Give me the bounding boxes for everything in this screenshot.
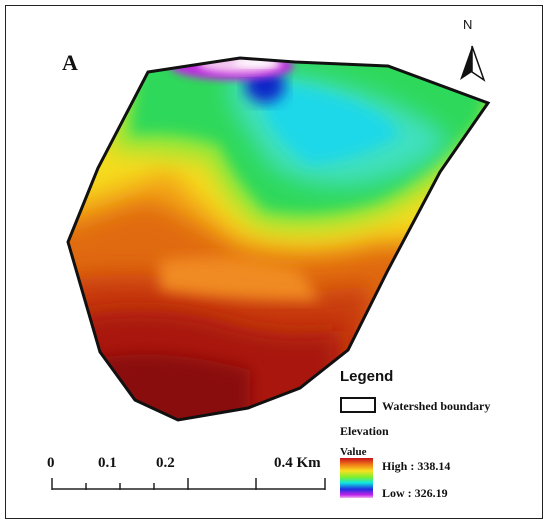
elevation-color-ramp	[340, 458, 373, 498]
boundary-swatch	[340, 397, 376, 413]
legend-value-label: Value	[340, 446, 367, 458]
scale-label-0.2: 0.2	[156, 455, 175, 471]
scale-bar	[51, 478, 326, 490]
legend-title: Legend	[340, 368, 394, 385]
legend-high-label: High : 338.14	[382, 459, 451, 473]
elevation-raster	[68, 58, 488, 420]
legend-low-label: Low : 326.19	[382, 486, 448, 500]
panel-letter: A	[62, 50, 78, 75]
legend-boundary-label: Watershed boundary	[382, 399, 491, 413]
legend-elevation-label: Elevation	[340, 424, 389, 438]
scale-label-0: 0	[47, 455, 55, 471]
north-arrow-icon	[460, 45, 486, 82]
north-label: N	[463, 17, 473, 32]
scale-label-0.1: 0.1	[98, 455, 117, 471]
scale-label-0.4km: 0.4 Km	[274, 455, 321, 471]
watershed-boundary	[66, 56, 491, 422]
